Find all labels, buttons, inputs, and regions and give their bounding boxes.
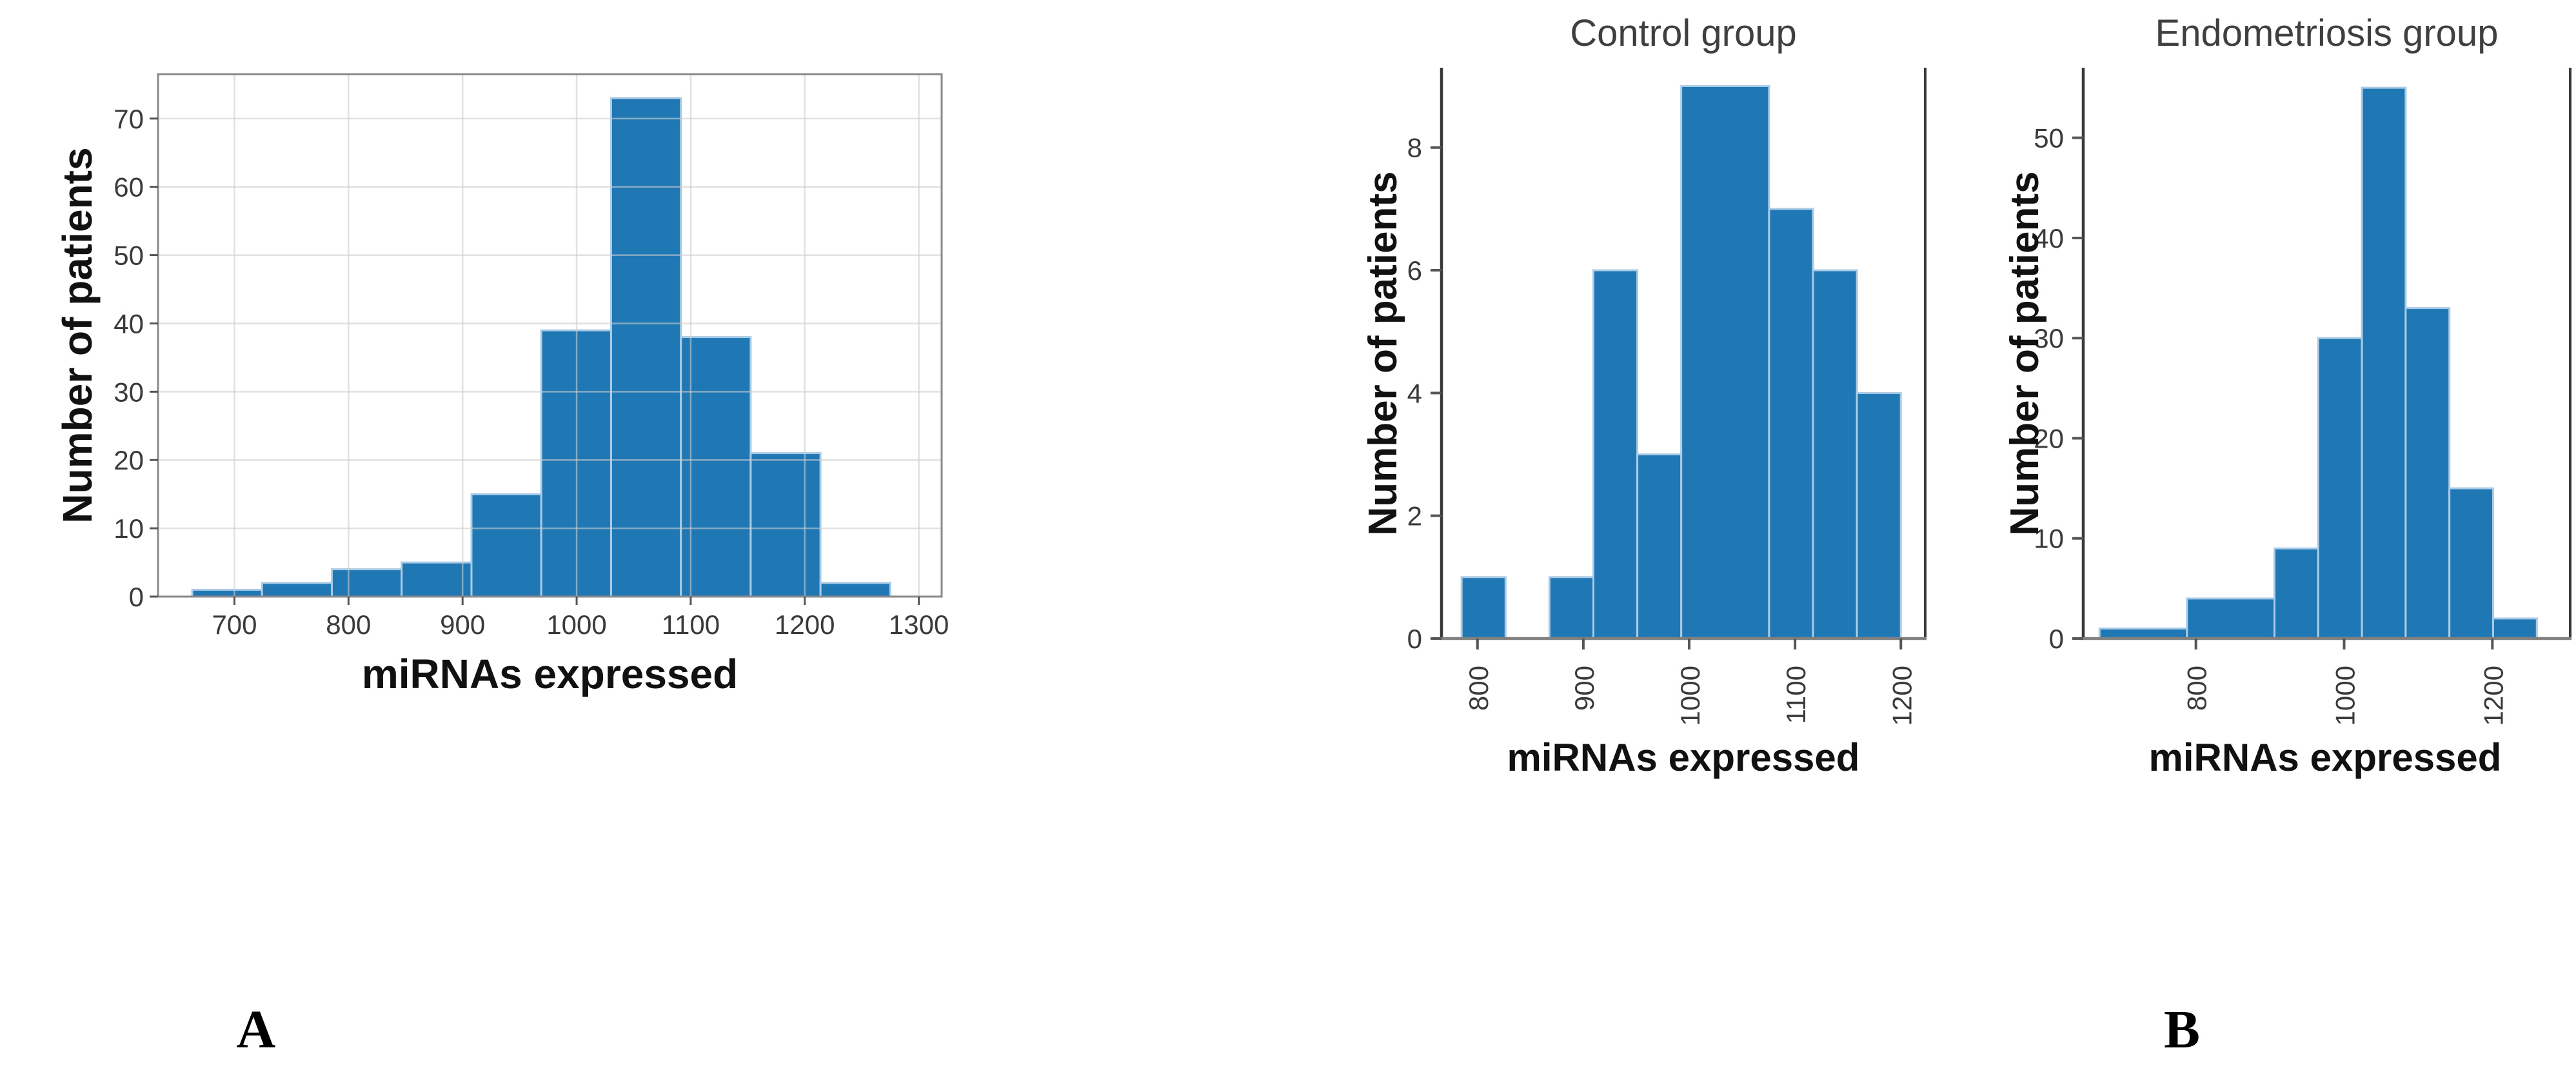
histogram-bar	[610, 97, 682, 598]
histogram-bar	[2274, 547, 2319, 640]
y-tick-label: 0	[1407, 624, 1422, 654]
x-tick-label: 900	[1569, 666, 1600, 711]
histogram-bar	[1548, 576, 1594, 640]
control-chart-title: Control group	[1570, 12, 1797, 54]
histogram-bar	[2448, 487, 2494, 640]
histogram-bar	[749, 452, 822, 598]
x-tick-label: 700	[212, 609, 257, 640]
plot-border	[157, 73, 943, 598]
y-tick-label: 40	[2034, 223, 2064, 253]
x-tick-label: 1100	[1781, 666, 1811, 724]
y-tick-label: 30	[2034, 323, 2064, 353]
panel-b-letter: B	[2163, 1000, 2201, 1060]
y-tick-label: 8	[1407, 133, 1422, 163]
histogram-bar	[1856, 391, 1902, 640]
x-tick-label: 1200	[775, 609, 835, 640]
y-tick-label: 10	[2034, 524, 2064, 554]
y-tick-label: 40	[114, 308, 144, 339]
x-tick-label: 800	[1463, 666, 1494, 711]
histogram-bar	[2361, 86, 2407, 640]
histogram-bar	[2492, 617, 2538, 640]
x-tick-label: 1000	[1675, 666, 1705, 726]
histogram-bar	[401, 561, 473, 598]
histogram-bar	[1768, 208, 1814, 640]
panel-a-yaxis-label: Number of patients	[54, 147, 101, 524]
histogram-bar	[1636, 453, 1683, 640]
x-tick-label: 1300	[889, 609, 949, 640]
x-tick-label: 800	[2182, 666, 2212, 711]
histogram-bar	[191, 588, 263, 598]
y-tick-label: 6	[1407, 255, 1422, 286]
y-tick-label: 50	[114, 241, 144, 271]
histogram-bar	[2186, 597, 2275, 640]
histogram-bar	[331, 568, 403, 598]
y-tick-label: 20	[2034, 423, 2064, 453]
y-tick-label: 30	[114, 377, 144, 407]
x-tick-label: 900	[440, 609, 485, 640]
endometriosis-chart-title: Endometriosis group	[2155, 12, 2499, 54]
x-tick-label: 800	[326, 609, 371, 640]
control-xaxis-label: miRNAs expressed	[1507, 736, 1860, 779]
histogram-bar	[1460, 576, 1507, 640]
histogram-bar	[2317, 337, 2363, 640]
panel-a-xaxis-label: miRNAs expressed	[361, 651, 738, 697]
x-tick-label: 1200	[2478, 666, 2508, 726]
histogram-bar	[261, 582, 333, 598]
y-tick-label: 50	[2034, 123, 2064, 154]
control-yaxis-label: Number of patients	[1361, 171, 1405, 536]
y-tick-label: 10	[114, 513, 144, 544]
y-tick-label: 20	[114, 445, 144, 475]
y-tick-label: 2	[1407, 501, 1422, 531]
x-tick-label: 1100	[662, 609, 720, 640]
histogram-bar	[470, 493, 542, 598]
histogram-bar	[2404, 307, 2451, 640]
x-tick-label: 1200	[1887, 666, 1917, 726]
x-tick-label: 1000	[2330, 666, 2361, 726]
histogram-bar	[1812, 269, 1858, 640]
endometriosis-xaxis-label: miRNAs expressed	[2148, 736, 2502, 779]
histogram-bar	[1680, 85, 1770, 640]
y-tick-label: 0	[2049, 624, 2064, 654]
histogram-bar	[1592, 269, 1639, 640]
histogram-bar	[819, 582, 891, 598]
y-tick-label: 70	[114, 104, 144, 134]
x-tick-label: 1000	[546, 609, 606, 640]
histogram-bar	[680, 336, 752, 598]
y-tick-label: 0	[129, 582, 144, 612]
y-tick-label: 60	[114, 172, 144, 203]
y-tick-label: 4	[1407, 378, 1422, 408]
endometriosis-yaxis-label: Number of patients	[2003, 171, 2047, 536]
histogram-bar	[2098, 628, 2188, 640]
panel-a-letter: A	[236, 1000, 276, 1060]
